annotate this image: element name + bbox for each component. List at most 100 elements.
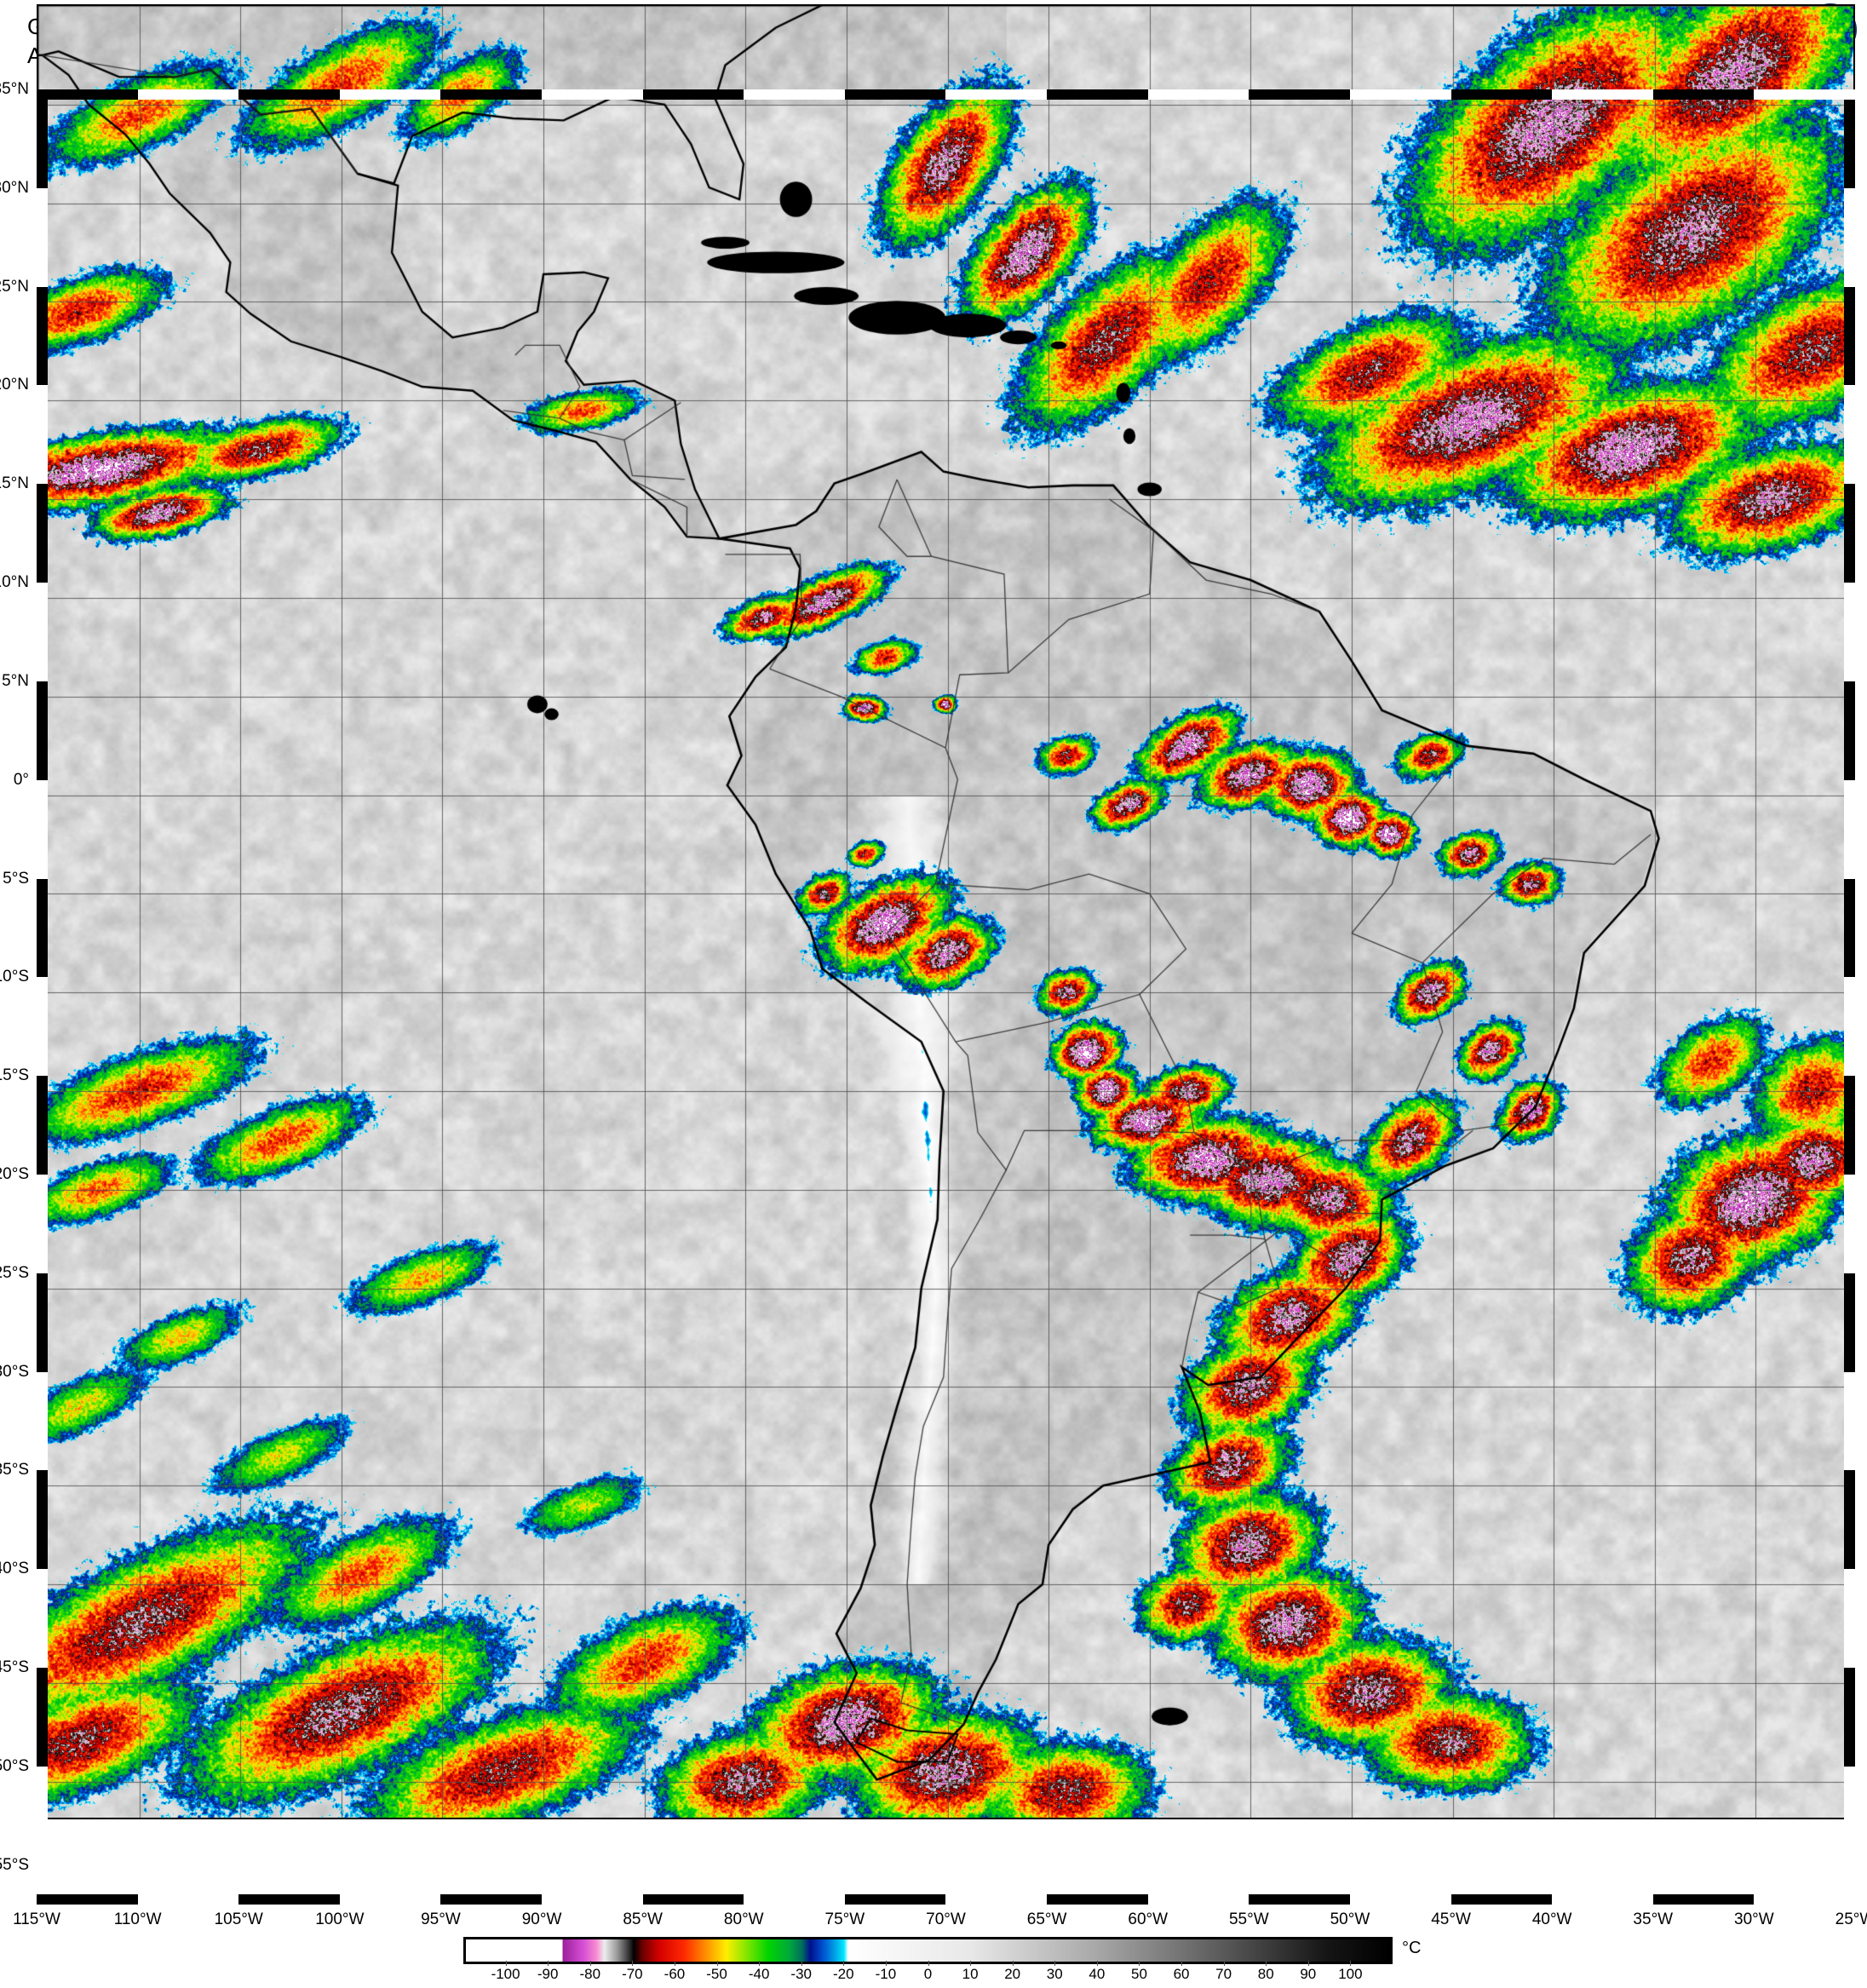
colorbar-tick-label: -80 [579,1966,601,1982]
lon-tick-label: 45°W [1431,1910,1471,1928]
lon-tick-label: 100°W [315,1910,365,1928]
lat-tick-label: 5°S [3,869,29,888]
axis-ribbon-segment [37,286,48,386]
lon-tick-label: 40°W [1531,1910,1572,1928]
colorbar-tick-label: 60 [1173,1966,1190,1982]
lat-tick-label: 30°S [0,1362,29,1381]
axis-ribbon-segment [1451,1894,1553,1905]
colorbar-tick-label: 0 [923,1966,933,1982]
lat-tick-label: 5°N [2,671,29,690]
lat-tick-label: 10°S [0,968,29,986]
axis-ribbon-segment [37,89,138,100]
axis-ribbon-segment [37,484,48,583]
lat-tick-label: 40°S [0,1560,29,1578]
axis-ribbon-segment [1844,681,1855,780]
axis-ribbon-segment [1249,89,1350,100]
axis-ribbon-segment [1844,1470,1855,1570]
axis-ribbon-segment [1047,89,1148,100]
axis-ribbon-segment [1249,1894,1350,1905]
lat-tick-label: 10°N [0,573,29,592]
colorbar-tick-label: -90 [537,1966,559,1982]
colorbar-tick-label: -40 [748,1966,770,1982]
colorbar-tick-label: -50 [706,1966,727,1982]
satellite-image-canvas [38,6,1853,1818]
axis-ribbon-segment [440,89,543,100]
colorbar-tick-mark [1266,1961,1267,1966]
colorbar-tick-label: 40 [1089,1966,1106,1982]
lat-tick-label: 20°S [0,1164,29,1183]
axis-ribbon-segment [37,1668,48,1767]
lon-tick-label: 75°W [824,1910,865,1928]
colorbar-tick-mark [1181,1961,1183,1966]
longitude-axis: 115°W 110°W 105°W 100°W 95°W 90°W 85°W 80°W 75°W… [13,1909,1867,1943]
colorbar-tick-label: 10 [962,1966,979,1982]
axis-ribbon-segment [1844,484,1855,583]
axis-ribbon-segment [642,89,744,100]
colorbar-tick-mark [843,1961,845,1966]
colorbar-ticks: -100 -90 -80 -70 -60 -50 -40 -30 -20 -10 0 10 20 30 40… [463,1961,1393,1988]
colorbar-tick-mark [970,1961,972,1966]
colorbar-tick-mark [1054,1961,1056,1966]
colorbar-tick-label: -60 [664,1966,686,1982]
axis-ribbon-left [37,89,48,1905]
axis-ribbon-segment [642,1894,744,1905]
colorbar-tick-mark [1350,1961,1352,1966]
axis-ribbon-bottom [37,1894,1855,1905]
colorbar-tick-mark [1012,1961,1014,1966]
axis-ribbon-segment [37,1470,48,1570]
colorbar-legend: -100 -90 -80 -70 -60 -50 -40 -30 -20 -10 0 10 20 30 40… [0,1932,1867,1983]
axis-ribbon-segment [37,878,48,978]
lon-tick-label: 110°W [113,1910,162,1928]
colorbar-gradient [466,1939,1390,1962]
lat-tick-label: 45°S [0,1658,29,1677]
lat-tick-label: 0° [13,770,29,789]
lat-tick-label: 30°N [0,178,29,197]
colorbar-tick-label: 50 [1130,1966,1147,1982]
colorbar-tick-label: -20 [833,1966,854,1982]
axis-ribbon-segment [1047,1894,1148,1905]
axis-ribbon-segment [1652,1894,1755,1905]
lon-tick-label: 50°W [1330,1910,1370,1928]
lon-tick-label: 95°W [421,1910,461,1928]
axis-ribbon-segment [37,89,48,188]
colorbar-tick-mark [505,1961,507,1966]
latitude-axis: 35°N 30°N 25°N 20°N 15°N 10°N 5°N 0° 5°S 10°S 15°S… [0,80,37,1905]
lon-tick-label: 65°W [1026,1910,1067,1928]
colorbar-tick-label: 70 [1215,1966,1232,1982]
colorbar-tick-label: 80 [1257,1966,1274,1982]
colorbar-tick-mark [1223,1961,1225,1966]
axis-ribbon-right [1844,89,1855,1905]
colorbar-tick-mark [759,1961,761,1966]
colorbar-tick-label: -30 [790,1966,813,1982]
lat-tick-label: 25°S [0,1263,29,1282]
axis-ribbon-segment [1844,286,1855,386]
axis-ribbon-segment [440,1894,543,1905]
colorbar-tick-mark [928,1961,929,1966]
colorbar-tick-mark [801,1961,802,1966]
satellite-map[interactable] [37,4,1855,1819]
colorbar-tick-mark [1307,1961,1309,1966]
colorbar-tick-mark [1096,1961,1098,1966]
axis-ribbon-segment [37,1076,48,1175]
colorbar-tick-label: -100 [491,1966,520,1982]
lat-tick-label: 35°S [0,1461,29,1480]
colorbar-unit-label: °C [1402,1939,1422,1957]
lon-tick-label: 35°W [1633,1910,1674,1928]
colorbar-tick-mark [885,1961,887,1966]
colorbar-tick-mark [1139,1961,1140,1966]
colorbar-tick-mark [632,1961,634,1966]
axis-ribbon-segment [37,681,48,780]
lon-tick-label: 115°W [13,1910,60,1928]
colorbar-tick-label: -10 [875,1966,897,1982]
lon-tick-label: 80°W [723,1910,764,1928]
colorbar-tick-mark [548,1961,549,1966]
colorbar-tick-mark [716,1961,718,1966]
lat-tick-label: 55°S [0,1855,29,1874]
axis-ribbon-segment [1844,1076,1855,1175]
axis-ribbon-segment [238,89,340,100]
colorbar-tick-label: 90 [1300,1966,1317,1982]
lat-tick-label: 20°N [0,376,29,394]
axis-ribbon-segment [1844,1273,1855,1372]
axis-ribbon-segment [1844,1668,1855,1767]
lon-tick-label: 90°W [521,1910,562,1928]
